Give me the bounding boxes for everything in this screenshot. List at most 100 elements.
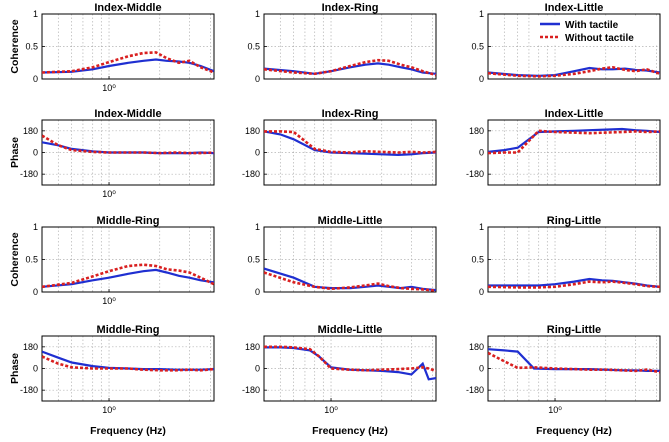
- y-tick-label: 1: [33, 222, 38, 232]
- y-tick-label: -180: [242, 169, 260, 179]
- panel-phase-index-ring: -180 0 180 Index-Ring: [242, 108, 437, 186]
- x-tick-label: 10⁰: [324, 405, 338, 415]
- legend-label-with-tactile: With tactile: [565, 20, 619, 31]
- panel-coh-index-ring: 0 0.5 1 Index-Ring: [247, 2, 437, 84]
- axes-box: [41, 335, 215, 402]
- y-tick-label: 1: [255, 222, 260, 232]
- legend: With tactile Without tactile: [538, 16, 658, 44]
- y-axis-label: Phase: [9, 137, 21, 168]
- axes-box: [487, 226, 661, 293]
- series-line-without-tactile: [42, 51, 214, 74]
- panel-title: Index-Little: [545, 2, 604, 14]
- y-tick-label: 0: [479, 364, 484, 374]
- y-tick-label: 180: [469, 342, 484, 352]
- series-line-without-tactile: [488, 351, 660, 374]
- y-tick-label: 0: [255, 364, 260, 374]
- axes-box: [41, 13, 215, 80]
- panel-title: Ring-Little: [547, 324, 601, 336]
- y-tick-label: 0.5: [25, 42, 38, 52]
- series-line-with-tactile: [488, 348, 660, 372]
- series-line-without-tactile: [42, 134, 214, 155]
- y-tick-label: 180: [23, 126, 38, 136]
- y-tick-label: 1: [479, 222, 484, 232]
- y-tick-label: 180: [245, 342, 260, 352]
- y-tick-label: 0.5: [471, 42, 484, 52]
- y-tick-label: 1: [255, 9, 260, 19]
- panel-title: Middle-Ring: [97, 324, 160, 336]
- panel-coh-middle-ring: 0 0.5 1 10⁰ Middle-Ring Coherence: [9, 215, 215, 306]
- y-axis-label: Coherence: [9, 19, 21, 73]
- series-line-without-tactile: [264, 58, 436, 77]
- axes-box: [487, 335, 661, 402]
- y-axis-label: Phase: [9, 353, 21, 384]
- y-tick-label: -180: [20, 385, 38, 395]
- panel-title: Middle-Ring: [97, 215, 160, 227]
- x-tick-label: 10⁰: [102, 83, 116, 93]
- panel-coh-middle-little: 0 0.5 1 Middle-Little: [247, 215, 437, 297]
- y-tick-label: 0: [255, 148, 260, 158]
- panel-coh-index-little: 0 0.5 1 Index-Little With tactile Without tac…: [471, 2, 661, 84]
- y-tick-label: -180: [242, 385, 260, 395]
- panel-title: Index-Middle: [94, 108, 161, 120]
- series-line-with-tactile: [42, 141, 214, 155]
- series-line-with-tactile: [42, 268, 214, 288]
- panel-title: Index-Middle: [94, 2, 161, 14]
- y-tick-label: 0: [33, 364, 38, 374]
- y-tick-label: 0.5: [25, 255, 38, 265]
- panel-title: Middle-Little: [318, 215, 383, 227]
- y-tick-label: 0: [255, 74, 260, 84]
- panel-coh-index-middle: 0 0.5 1 10⁰ Index-Middle Coherence: [9, 2, 215, 93]
- y-tick-label: -180: [466, 385, 484, 395]
- y-tick-label: -180: [466, 169, 484, 179]
- axes-box: [41, 226, 215, 293]
- y-tick-label: 0.5: [471, 255, 484, 265]
- y-tick-label: 180: [245, 126, 260, 136]
- y-tick-label: 0: [479, 287, 484, 297]
- series-line-without-tactile: [488, 65, 660, 78]
- axes-box: [263, 335, 437, 402]
- axes-box: [263, 226, 437, 293]
- x-tick-label: 10⁰: [102, 189, 116, 199]
- panel-title: Middle-Little: [318, 324, 383, 336]
- axes-box: [263, 13, 437, 80]
- panel-phase-middle-ring: -180 0 180 10⁰ Middle-Ring Phase Frequency (Hz…: [9, 324, 215, 437]
- panel-title: Index-Little: [545, 108, 604, 120]
- legend-box: [538, 16, 658, 44]
- panel-title: Index-Ring: [322, 2, 379, 14]
- x-axis-label: Frequency (Hz): [312, 425, 388, 437]
- x-axis-label: Frequency (Hz): [90, 425, 166, 437]
- y-tick-label: 0: [33, 148, 38, 158]
- series-line-without-tactile: [264, 345, 436, 373]
- panel-phase-ring-little: -180 0 180 10⁰ Ring-Little Frequency (Hz): [466, 324, 661, 437]
- series-line-without-tactile: [42, 263, 214, 289]
- x-tick-label: 10⁰: [102, 405, 116, 415]
- axes-box: [487, 13, 661, 80]
- panel-phase-index-little: -180 0 180 Index-Little: [466, 108, 661, 186]
- series-line-with-tactile: [264, 267, 436, 292]
- x-tick-label: 10⁰: [548, 405, 562, 415]
- y-tick-label: 0.5: [247, 255, 260, 265]
- series-line-without-tactile: [488, 129, 660, 155]
- panel-title: Index-Ring: [322, 108, 379, 120]
- series-line-with-tactile: [488, 127, 660, 153]
- y-axis-label: Coherence: [9, 232, 21, 286]
- series-line-with-tactile: [264, 130, 436, 157]
- series-line-without-tactile: [488, 280, 660, 289]
- series-line-with-tactile: [264, 346, 436, 381]
- series-line-without-tactile: [264, 130, 436, 154]
- y-tick-label: 0: [33, 74, 38, 84]
- series-line-with-tactile: [488, 277, 660, 288]
- y-tick-label: 0: [255, 287, 260, 297]
- panel-phase-index-middle: -180 0 180 10⁰ Index-Middle Phase: [9, 108, 215, 199]
- x-tick-label: 10⁰: [102, 296, 116, 306]
- y-tick-label: 0: [479, 148, 484, 158]
- panel-phase-middle-little: -180 0 180 10⁰ Middle-Little Frequency (Hz): [242, 324, 437, 437]
- series-line-without-tactile: [42, 355, 214, 372]
- y-tick-label: 180: [469, 126, 484, 136]
- panel-coh-ring-little: 0 0.5 1 Ring-Little: [471, 215, 661, 297]
- y-tick-label: 0: [33, 287, 38, 297]
- x-axis-label: Frequency (Hz): [536, 425, 612, 437]
- y-tick-label: 0: [479, 74, 484, 84]
- series-line-without-tactile: [264, 271, 436, 292]
- y-tick-label: -180: [20, 169, 38, 179]
